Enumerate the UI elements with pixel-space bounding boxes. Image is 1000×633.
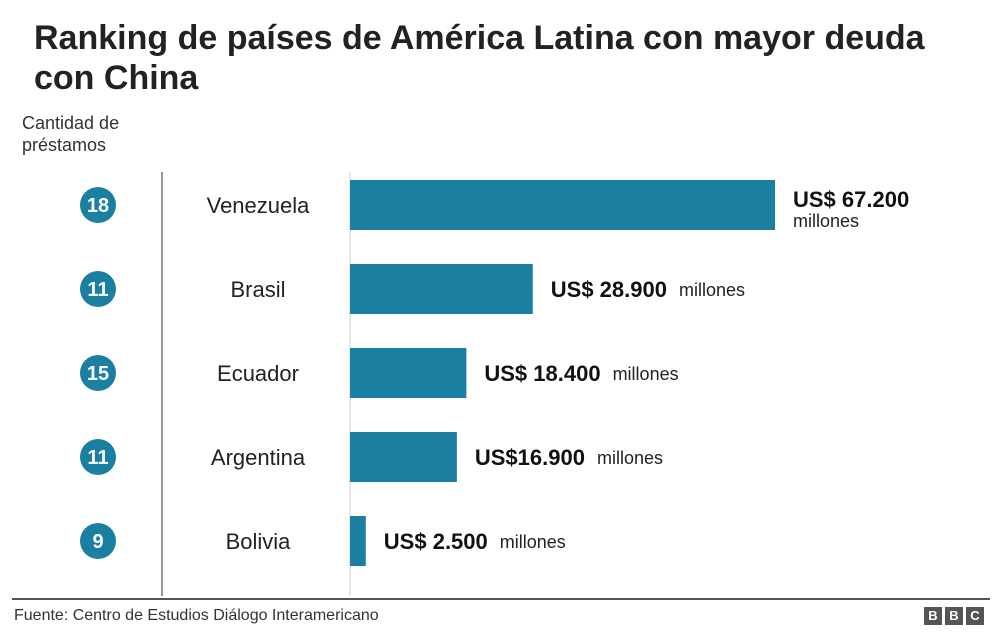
loan-count-label: 9 bbox=[92, 531, 103, 553]
bbc-logo: B B C bbox=[924, 607, 984, 625]
bar bbox=[350, 516, 366, 566]
bbc-logo-letter: B bbox=[924, 607, 942, 625]
bbc-logo-letter: B bbox=[945, 607, 963, 625]
loan-count-badge bbox=[80, 355, 116, 391]
unit-label: millones bbox=[597, 448, 663, 468]
bbc-logo-letter: C bbox=[966, 607, 984, 625]
unit-label: millones bbox=[500, 532, 566, 552]
category-label: Bolivia bbox=[226, 529, 292, 554]
loan-count-badge bbox=[80, 187, 116, 223]
value-label: US$16.900 bbox=[475, 445, 585, 470]
chart-title: Ranking de países de América Latina con … bbox=[34, 19, 925, 97]
loan-count-badge bbox=[80, 523, 116, 559]
bar bbox=[350, 180, 775, 230]
bar bbox=[350, 264, 533, 314]
loan-count-header: Cantidad de préstamos bbox=[22, 113, 120, 155]
loan-count-label: 11 bbox=[87, 279, 108, 301]
loan-count-label: 18 bbox=[87, 195, 109, 217]
bar bbox=[350, 348, 467, 398]
category-label: Argentina bbox=[211, 445, 306, 470]
loan-count-label: 11 bbox=[87, 447, 108, 469]
loan-count-badge bbox=[80, 271, 116, 307]
loan-count-badge bbox=[80, 439, 116, 475]
category-label: Venezuela bbox=[207, 193, 311, 218]
category-label: Brasil bbox=[230, 277, 285, 302]
category-label: Ecuador bbox=[217, 361, 299, 386]
loan-count-label: 15 bbox=[87, 363, 109, 385]
value-label: US$ 18.400 bbox=[484, 361, 600, 386]
value-label: US$ 28.900 bbox=[551, 277, 667, 302]
bar bbox=[350, 432, 457, 482]
value-label: US$ 67.200 bbox=[793, 187, 909, 212]
unit-label: millones bbox=[679, 280, 745, 300]
footer-rule bbox=[12, 598, 990, 600]
source-note: Fuente: Centro de Estudios Diálogo Inter… bbox=[14, 607, 379, 624]
unit-label: millones bbox=[613, 364, 679, 384]
value-label: US$ 2.500 bbox=[384, 529, 488, 554]
unit-label: millones bbox=[793, 211, 859, 231]
